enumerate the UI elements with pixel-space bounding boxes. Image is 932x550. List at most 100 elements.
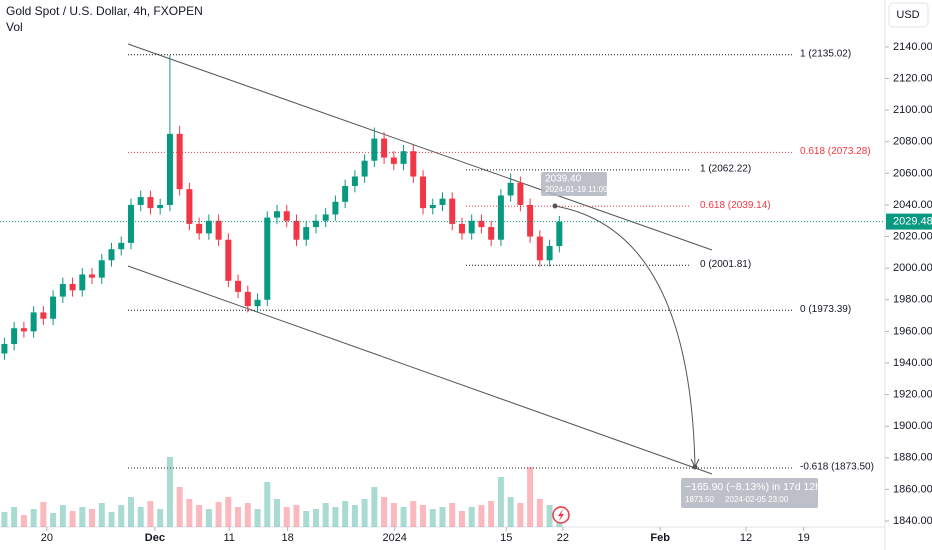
fib-label: 0 (2001.81) xyxy=(700,259,751,270)
fib-label: 1 (2062.22) xyxy=(700,163,751,174)
volume-bar xyxy=(215,502,222,527)
volume-bar xyxy=(303,511,310,527)
x-tick-label: 12 xyxy=(740,532,752,544)
candle-body xyxy=(342,185,349,202)
candle-body xyxy=(205,220,212,234)
candle-body xyxy=(1,344,8,354)
candle-body xyxy=(30,312,37,332)
candle-body xyxy=(166,133,173,205)
volume-bar xyxy=(166,457,173,527)
volume-bar xyxy=(274,499,281,527)
candle-body xyxy=(274,211,281,218)
volume-bar xyxy=(69,511,76,527)
volume-bar xyxy=(351,505,358,527)
y-tick-label: 2140.00 xyxy=(893,41,932,53)
y-tick-label: 1920.00 xyxy=(893,388,932,400)
volume-bar xyxy=(293,505,300,527)
volume-bar xyxy=(439,507,446,527)
x-tick-label: Dec xyxy=(145,532,165,544)
volume-bar xyxy=(147,501,154,527)
candle-body xyxy=(390,157,397,164)
candle-body xyxy=(312,220,319,228)
candle-body xyxy=(11,328,18,345)
x-tick-label: Feb xyxy=(650,532,670,544)
candle-body xyxy=(458,223,465,234)
candle-body xyxy=(361,160,368,177)
candle-body xyxy=(410,151,417,177)
candle-body xyxy=(244,291,251,307)
candle-body xyxy=(225,239,232,281)
currency-label: USD xyxy=(896,9,919,21)
candle-body xyxy=(79,274,86,291)
volume-bar xyxy=(176,487,183,527)
candle-body xyxy=(449,198,456,224)
currency-button[interactable] xyxy=(888,2,929,28)
volume-bar xyxy=(30,509,37,527)
candle-body xyxy=(527,204,534,237)
volume-bar xyxy=(98,503,105,527)
x-tick-label: 22 xyxy=(557,532,569,544)
volume-bar xyxy=(449,503,456,527)
x-tick-label: 20 xyxy=(41,532,53,544)
candle-body xyxy=(400,151,407,164)
candle-body xyxy=(69,283,76,291)
fib-label: 1 (2135.02) xyxy=(800,48,851,59)
y-tick-label: 2120.00 xyxy=(893,72,932,84)
candle-body xyxy=(50,296,57,319)
volume-bar xyxy=(332,507,339,527)
x-tick-label: 15 xyxy=(500,532,512,544)
candle-body xyxy=(59,283,66,297)
volume-bar xyxy=(1,512,8,527)
candle-body xyxy=(420,176,427,209)
candle-body xyxy=(98,260,105,278)
y-tick-label: 2000.00 xyxy=(893,262,932,274)
x-tick-label: 11 xyxy=(224,532,235,544)
volume-bar xyxy=(312,509,319,527)
volume-bar xyxy=(390,503,397,527)
candle-body xyxy=(264,217,271,300)
volume-bar xyxy=(468,507,475,527)
volume-bar xyxy=(381,497,388,527)
callout-price: 2039.40 xyxy=(545,174,582,185)
candle-body xyxy=(371,138,378,161)
fib-label: -0.618 (1873.50) xyxy=(800,462,874,473)
x-tick-label: 2024 xyxy=(382,532,406,544)
volume-bar xyxy=(205,509,212,527)
candle-body xyxy=(40,312,47,319)
fib-label: 0 (1973.39) xyxy=(800,304,851,315)
volume-bar xyxy=(420,505,427,527)
projection-arrow xyxy=(554,205,696,468)
target-point xyxy=(692,464,698,470)
volume-bar xyxy=(11,507,18,527)
candle-body xyxy=(556,221,563,247)
y-tick-label: 2020.00 xyxy=(893,230,932,242)
volume-bar xyxy=(50,513,57,527)
volume-bar xyxy=(283,507,290,527)
volume-bar xyxy=(225,497,232,527)
y-tick-label: 1960.00 xyxy=(893,325,932,337)
volume-label: Vol xyxy=(6,20,23,34)
volume-bar xyxy=(264,482,271,527)
volume-bar xyxy=(342,501,349,527)
volume-bar xyxy=(79,507,86,527)
x-tick-label: 19 xyxy=(797,532,809,544)
volume-bar xyxy=(244,503,251,527)
y-tick-label: 1860.00 xyxy=(893,483,932,495)
candle-body xyxy=(546,246,553,261)
candle-body xyxy=(429,204,436,209)
volume-bar xyxy=(59,505,66,527)
candle-body xyxy=(89,274,96,278)
candle-body xyxy=(137,197,144,205)
y-tick-label: 1980.00 xyxy=(893,294,932,306)
event-bolt xyxy=(558,509,564,521)
projection-box xyxy=(681,478,818,508)
candle-body xyxy=(381,138,388,158)
volume-bar xyxy=(254,509,261,527)
trend-line xyxy=(127,43,713,251)
candle-body xyxy=(293,220,300,240)
y-tick-label: 2100.00 xyxy=(893,104,932,116)
volume-bar xyxy=(108,512,115,527)
volume-bar xyxy=(400,507,407,527)
volume-bar xyxy=(361,499,368,527)
